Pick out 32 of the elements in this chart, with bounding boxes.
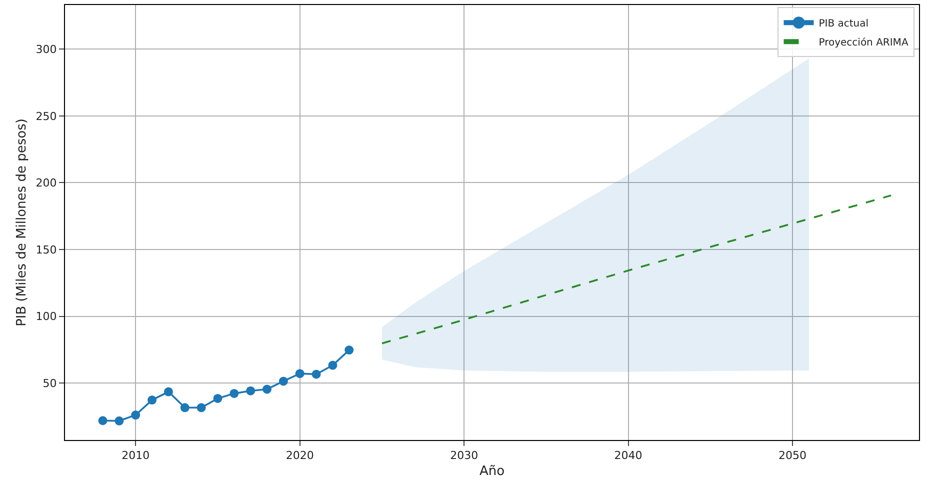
y-tick-label: 250 (36, 110, 57, 123)
y-tick-label: 50 (42, 377, 57, 390)
point (328, 360, 338, 370)
legend-label: Proyección ARIMA (818, 38, 908, 49)
point (344, 346, 354, 355)
x-tick-label: 2050 (778, 449, 807, 462)
y-axis-title: PIB (Miles de Millones de pesos) (14, 118, 30, 326)
point (262, 384, 272, 394)
y-tick-label: 100 (36, 310, 57, 324)
x-axis-title: Año (479, 464, 505, 479)
x-tick-label: 2010 (122, 449, 150, 462)
x-tick-label: 2040 (614, 449, 642, 462)
y-tick-label: 150 (36, 243, 57, 256)
line-series (381, 194, 892, 344)
y-tick-label: 200 (36, 176, 57, 190)
x-tick-label: 2030 (450, 449, 478, 462)
point (230, 388, 239, 398)
point (312, 370, 321, 379)
point (148, 396, 157, 405)
x-tick-label: 2020 (286, 449, 314, 462)
point (180, 403, 190, 412)
point (131, 410, 140, 420)
point (213, 394, 222, 403)
point (164, 387, 173, 396)
point (98, 416, 108, 426)
point (278, 376, 288, 386)
y-tick-label: 300 (36, 42, 57, 56)
point (196, 403, 206, 412)
point (114, 416, 124, 426)
point (295, 369, 304, 378)
legend-label: PIB actual (818, 18, 869, 30)
point (246, 386, 256, 396)
